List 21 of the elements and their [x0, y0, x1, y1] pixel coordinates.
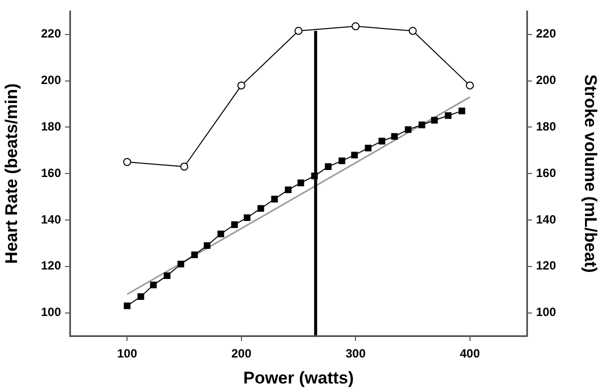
y-tick-label: 180	[40, 120, 62, 134]
x-tick-label: 400	[460, 346, 480, 361]
y-tick-label: 220	[40, 26, 62, 41]
x-tick-label: 100	[117, 346, 138, 361]
y2-tick-label: 100	[536, 305, 556, 320]
x-tick-label: 300	[346, 346, 366, 361]
y-tick-label: 120	[40, 258, 62, 273]
y-axis-title: Heart Rate (beats/min)	[2, 83, 21, 264]
y2-tick-label: 160	[536, 166, 556, 180]
y2-tick-label: 140	[536, 212, 556, 226]
y2-tick-label: 220	[536, 26, 556, 41]
y2-axis-title: Stroke volume (mL/beat)	[581, 74, 600, 273]
y-tick-label: 140	[40, 212, 62, 226]
y2-tick-label: 120	[536, 258, 556, 273]
y2-tick-label: 180	[536, 120, 556, 134]
y-tick-label: 200	[40, 73, 62, 88]
x-tick-label: 200	[231, 346, 252, 361]
y-tick-label: 100	[40, 305, 62, 320]
x-axis-title: Power (watts)	[243, 368, 354, 388]
y-tick-label: 160	[40, 166, 62, 180]
y2-tick-label: 200	[536, 73, 556, 88]
